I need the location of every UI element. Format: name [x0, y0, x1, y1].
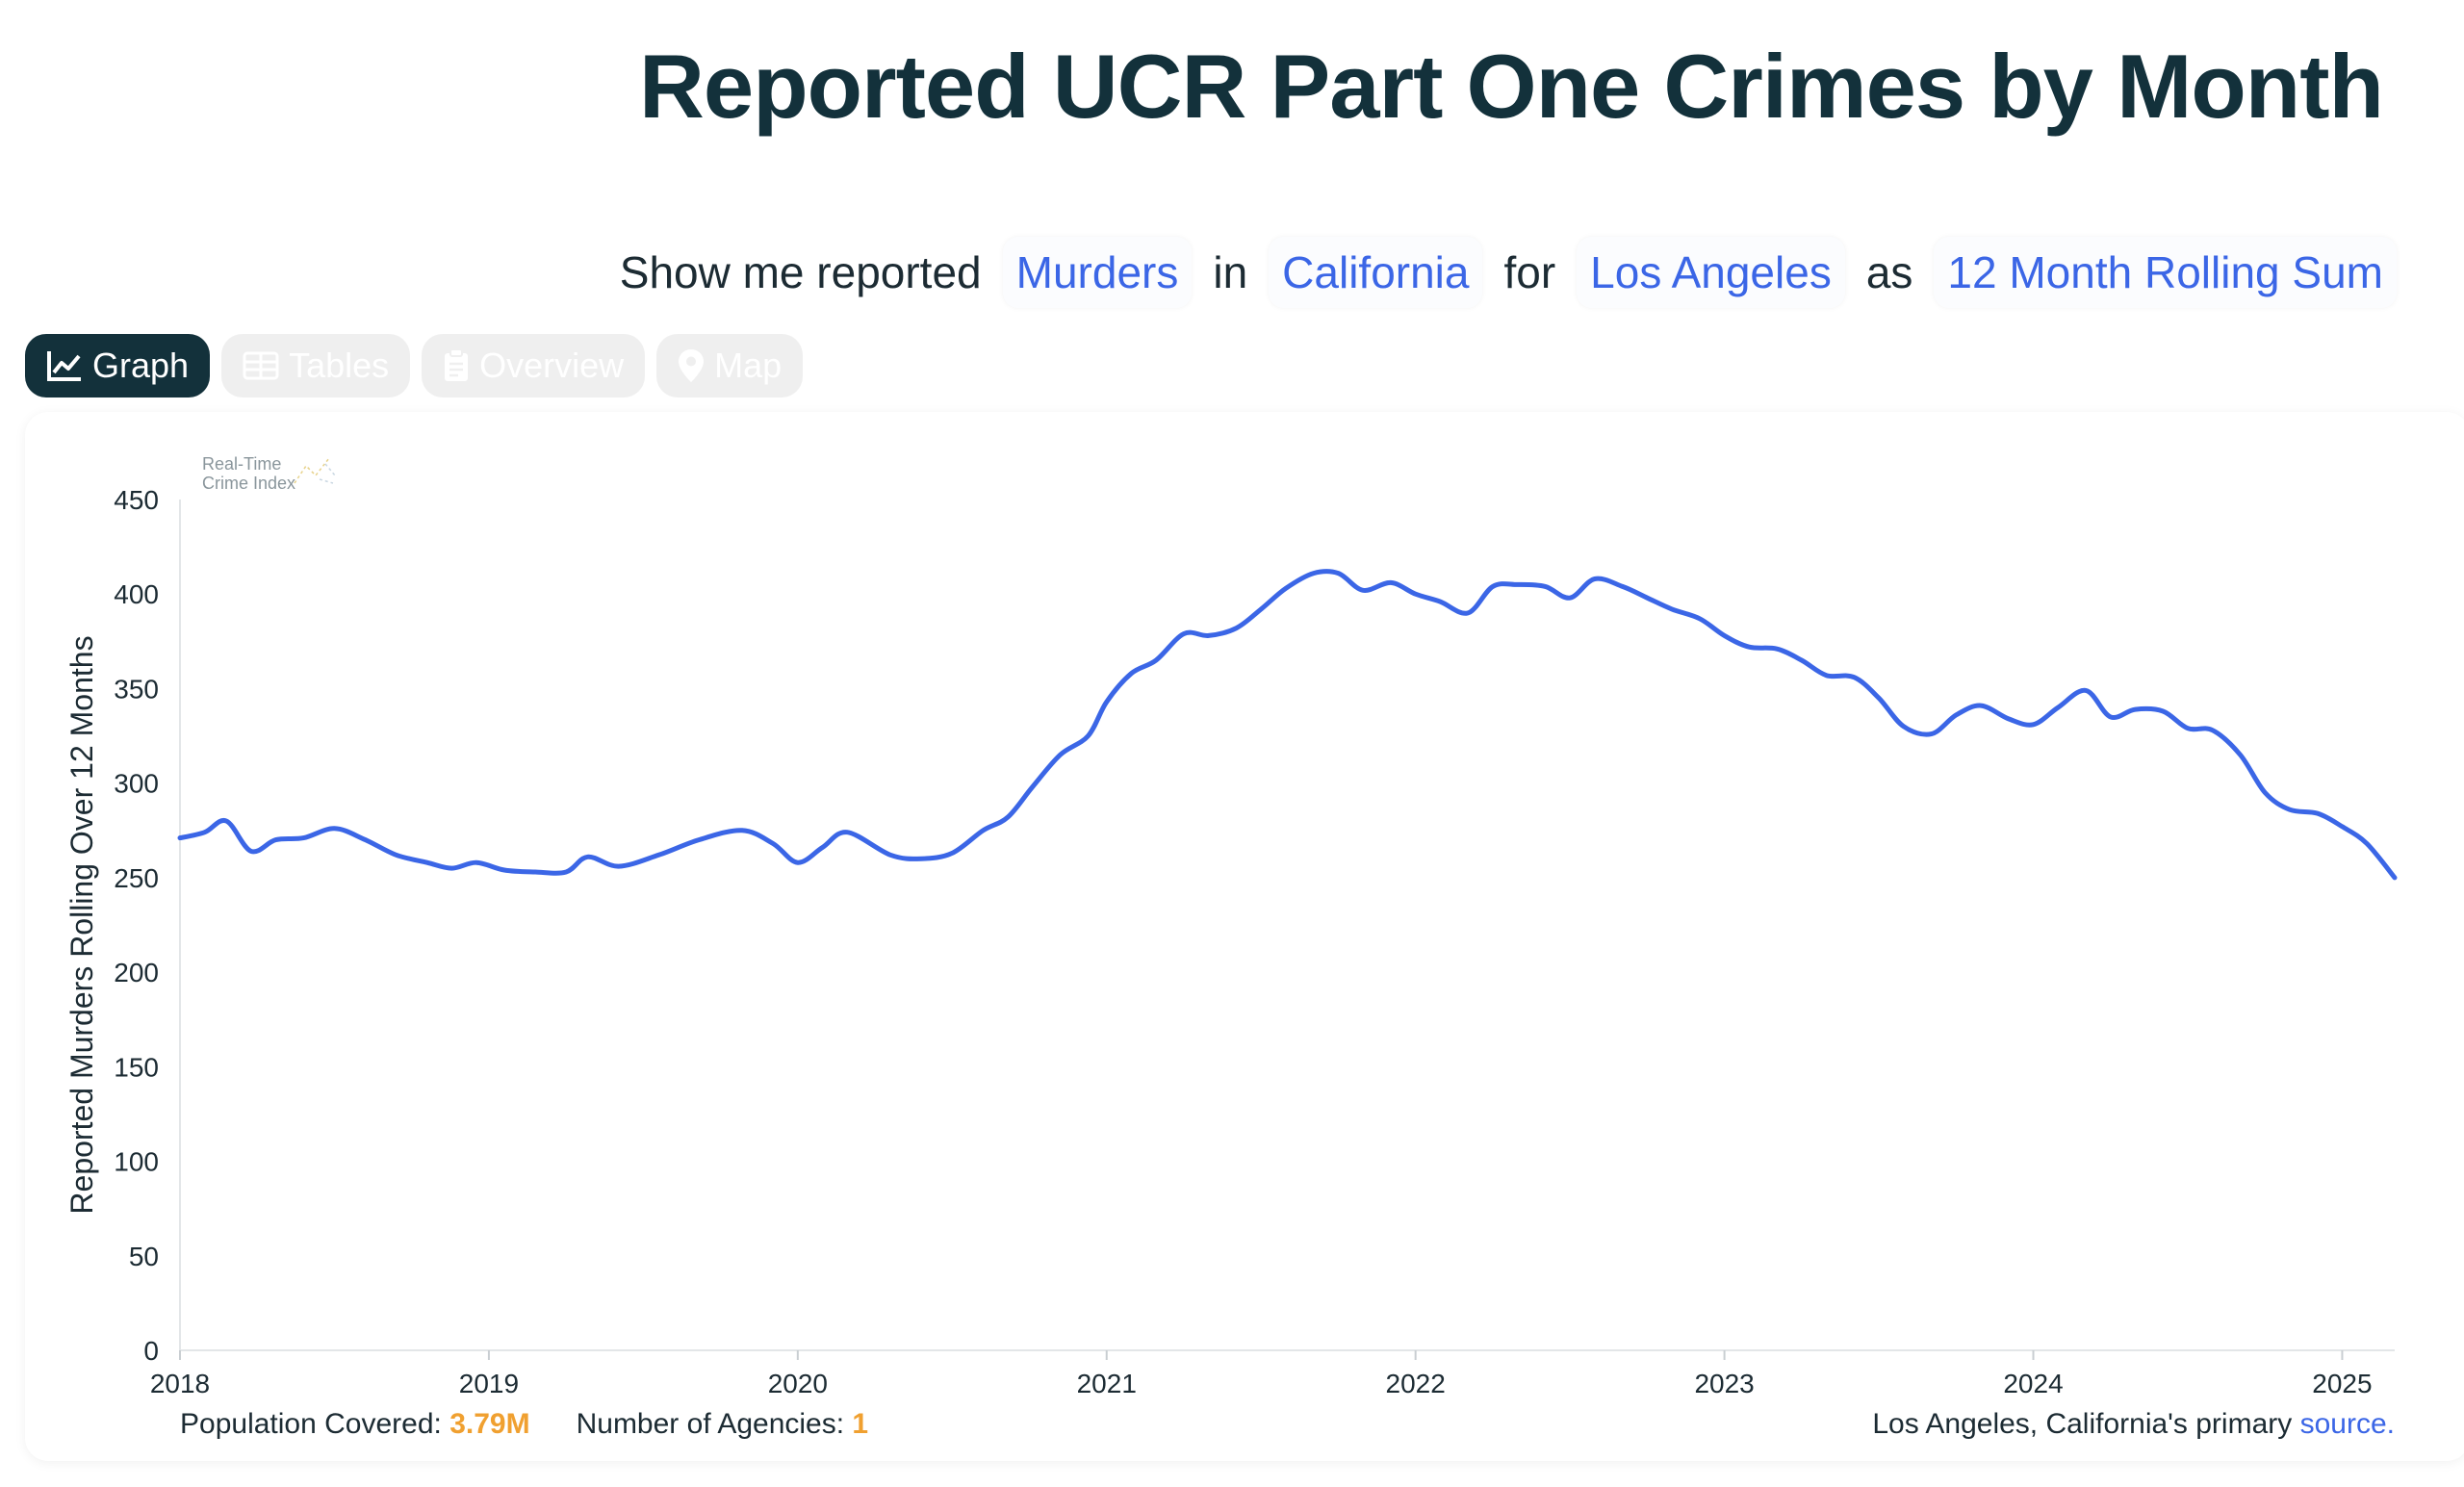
query-as-word: as [1865, 247, 1913, 297]
series-line [177, 569, 2398, 881]
page-title: Reported UCR Part One Crimes by Month [639, 36, 2384, 137]
x-tick-label: 2018 [150, 1369, 210, 1398]
y-tick-label: 200 [114, 958, 159, 987]
footer-stats: Population Covered: 3.79M Number of Agen… [180, 1408, 868, 1441]
agency-selector[interactable]: Los Angeles [1577, 237, 1845, 308]
watermark-line-2: Crime Index [202, 474, 296, 493]
measure-selector[interactable]: 12 Month Rolling Sum [1934, 237, 2397, 308]
tab-graph-label: Graph [92, 346, 190, 385]
y-axis-label: Reported Murders Rolling Over 12 Months [64, 635, 99, 1214]
y-tick-label: 350 [114, 674, 159, 704]
x-tick-label: 2021 [1077, 1369, 1137, 1398]
tab-map-label: Map [714, 346, 783, 385]
query-sentence: Show me reported Murders in California f… [612, 231, 2397, 314]
y-tick-label: 450 [114, 485, 159, 515]
population-value: 3.79M [449, 1408, 530, 1440]
view-tabs: Graph Tables Overview Map [25, 334, 804, 397]
tab-overview-label: Overview [479, 346, 625, 385]
watermark-logo: Real-Time Crime Index [202, 454, 336, 493]
sparkle-icon [291, 454, 337, 493]
query-for-word: for [1503, 247, 1556, 297]
query-prefix: Show me reported [619, 247, 982, 297]
crime-type-selector[interactable]: Murders [1002, 237, 1193, 308]
y-tick-label: 250 [114, 863, 159, 893]
x-tick-label: 2024 [2003, 1369, 2063, 1398]
tab-tables[interactable]: Tables [221, 334, 411, 397]
tab-map[interactable]: Map [656, 334, 804, 397]
watermark-line-1: Real-Time [202, 454, 282, 474]
y-tick-label: 400 [114, 579, 159, 609]
agencies-stat: Number of Agencies: 1 [577, 1408, 869, 1441]
agencies-label: Number of Agencies: [576, 1408, 845, 1440]
source-link[interactable]: source. [2299, 1408, 2395, 1440]
agencies-value: 1 [852, 1408, 869, 1440]
x-tick-label: 2023 [1694, 1369, 1754, 1398]
query-in-word: in [1213, 247, 1248, 297]
line-chart-icon [46, 349, 83, 382]
tab-tables-label: Tables [289, 346, 390, 385]
map-pin-icon [678, 348, 705, 383]
x-tick-label: 2022 [1386, 1369, 1446, 1398]
chart-card [25, 412, 2464, 1461]
table-icon [243, 351, 279, 380]
tab-graph[interactable]: Graph [25, 334, 211, 397]
state-selector[interactable]: California [1269, 237, 1483, 308]
tab-overview[interactable]: Overview [422, 334, 646, 397]
source-prefix: Los Angeles, California's primary [1872, 1408, 2293, 1440]
population-label: Population Covered: [180, 1408, 442, 1440]
population-stat: Population Covered: 3.79M [180, 1408, 530, 1441]
y-tick-label: 50 [129, 1242, 159, 1271]
y-tick-label: 300 [114, 769, 159, 799]
x-tick-label: 2025 [2312, 1369, 2372, 1398]
x-tick-label: 2019 [459, 1369, 519, 1398]
clipboard-icon [443, 348, 470, 383]
y-tick-label: 100 [114, 1147, 159, 1177]
y-tick-label: 0 [143, 1336, 159, 1366]
x-tick-label: 2020 [768, 1369, 828, 1398]
source-note: Los Angeles, California's primary source… [1872, 1408, 2395, 1441]
y-tick-label: 150 [114, 1052, 159, 1082]
